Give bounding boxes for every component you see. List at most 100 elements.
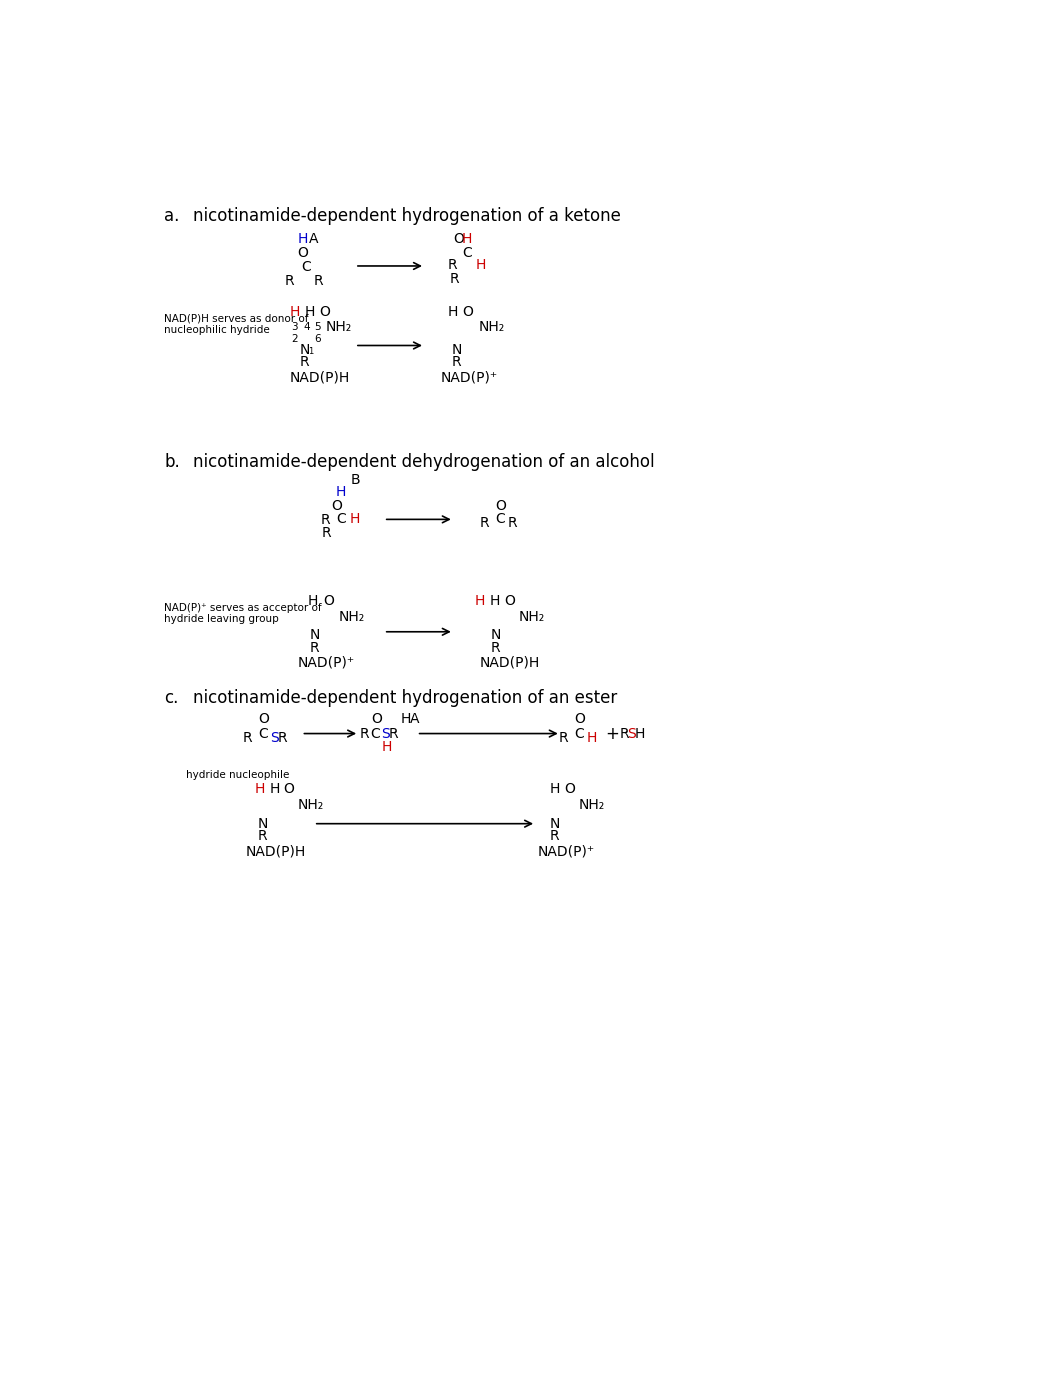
Text: NH₂: NH₂ [579, 797, 605, 811]
Text: R: R [389, 727, 398, 741]
Text: O: O [462, 304, 473, 318]
Text: 3: 3 [292, 322, 298, 332]
Text: R: R [299, 355, 309, 369]
Text: O: O [564, 782, 575, 796]
Text: NAD(P)H: NAD(P)H [245, 844, 306, 858]
Text: 2: 2 [292, 335, 298, 344]
Text: R: R [277, 731, 287, 745]
Text: N: N [491, 628, 501, 642]
Text: H: H [270, 782, 279, 796]
Text: C: C [302, 260, 311, 274]
Text: O: O [495, 498, 506, 512]
Text: O: O [372, 712, 382, 726]
Text: hydride nucleophile: hydride nucleophile [186, 770, 290, 779]
Text: C: C [336, 512, 346, 526]
Text: R: R [321, 526, 331, 540]
Text: NAD(P)⁺: NAD(P)⁺ [297, 655, 355, 669]
Text: c.: c. [164, 688, 178, 706]
Text: R: R [321, 514, 330, 527]
Text: NAD(P)⁺: NAD(P)⁺ [441, 370, 498, 384]
Text: H: H [401, 712, 411, 726]
Text: R: R [619, 727, 629, 741]
Text: nicotinamide-dependent dehydrogenation of an alcohol: nicotinamide-dependent dehydrogenation o… [193, 453, 654, 471]
Text: H: H [490, 593, 499, 609]
Text: b.: b. [164, 453, 179, 471]
Text: H: H [255, 782, 264, 796]
Text: 5: 5 [314, 322, 321, 332]
Text: R: R [448, 257, 458, 271]
Text: S: S [628, 727, 636, 741]
Text: NH₂: NH₂ [478, 321, 504, 335]
Text: R: R [480, 515, 490, 530]
Text: O: O [320, 304, 330, 318]
Text: C: C [370, 727, 379, 741]
Text: R: R [550, 829, 560, 843]
Text: O: O [573, 712, 585, 726]
Text: C: C [259, 727, 269, 741]
Text: +: + [605, 724, 619, 742]
Text: O: O [284, 782, 294, 796]
Text: R: R [452, 355, 462, 369]
Text: R: R [360, 727, 370, 741]
Text: H: H [550, 782, 561, 796]
Text: H: H [635, 727, 646, 741]
Text: H: H [475, 257, 485, 271]
Text: R: R [285, 274, 294, 288]
Text: R: R [559, 731, 569, 745]
Text: R: R [491, 640, 500, 654]
Text: N: N [452, 343, 462, 357]
Text: A: A [410, 712, 419, 726]
Text: B: B [350, 474, 360, 487]
Text: C: C [573, 727, 584, 741]
Text: H: H [462, 233, 473, 246]
Text: 1: 1 [308, 347, 313, 357]
Text: S: S [270, 731, 279, 745]
Text: nicotinamide-dependent hydrogenation of a ketone: nicotinamide-dependent hydrogenation of … [193, 207, 620, 224]
Text: N: N [299, 343, 310, 357]
Text: R: R [449, 271, 459, 285]
Text: 6: 6 [314, 335, 321, 344]
Text: O: O [453, 233, 464, 246]
Text: NH₂: NH₂ [518, 610, 545, 624]
Text: O: O [331, 498, 342, 512]
Text: R: R [508, 515, 517, 530]
Text: a.: a. [164, 207, 179, 224]
Text: H: H [308, 593, 319, 609]
Text: O: O [504, 593, 515, 609]
Text: H: H [289, 304, 299, 318]
Text: hydride leaving group: hydride leaving group [164, 614, 279, 624]
Text: H: H [297, 233, 308, 246]
Text: H: H [336, 485, 345, 498]
Text: H: H [448, 304, 459, 318]
Text: H: H [475, 593, 484, 609]
Text: C: C [462, 246, 472, 260]
Text: 4: 4 [303, 322, 310, 332]
Text: C: C [495, 512, 504, 526]
Text: H: H [587, 731, 598, 745]
Text: N: N [258, 817, 269, 830]
Text: nicotinamide-dependent hydrogenation of an ester: nicotinamide-dependent hydrogenation of … [193, 688, 617, 706]
Text: O: O [297, 246, 308, 260]
Text: NAD(P)⁺: NAD(P)⁺ [537, 844, 595, 858]
Text: NH₂: NH₂ [297, 797, 324, 811]
Text: R: R [314, 274, 324, 288]
Text: S: S [381, 727, 390, 741]
Text: R: R [310, 640, 320, 654]
Text: NH₂: NH₂ [325, 321, 352, 335]
Text: H: H [350, 512, 360, 526]
Text: O: O [323, 593, 333, 609]
Text: R: R [243, 731, 253, 745]
Text: NAD(P)H serves as donor of: NAD(P)H serves as donor of [164, 314, 309, 324]
Text: NAD(P)H: NAD(P)H [289, 370, 349, 384]
Text: N: N [550, 817, 561, 830]
Text: O: O [259, 712, 270, 726]
Text: NH₂: NH₂ [339, 610, 364, 624]
Text: NAD(P)H: NAD(P)H [479, 655, 539, 669]
Text: N: N [310, 628, 320, 642]
Text: R: R [258, 829, 268, 843]
Text: NAD(P)⁺ serves as acceptor of: NAD(P)⁺ serves as acceptor of [164, 603, 322, 613]
Text: H: H [305, 304, 315, 318]
Text: nucleophilic hydride: nucleophilic hydride [164, 325, 270, 335]
Text: A: A [309, 233, 319, 246]
Text: H: H [381, 741, 392, 755]
